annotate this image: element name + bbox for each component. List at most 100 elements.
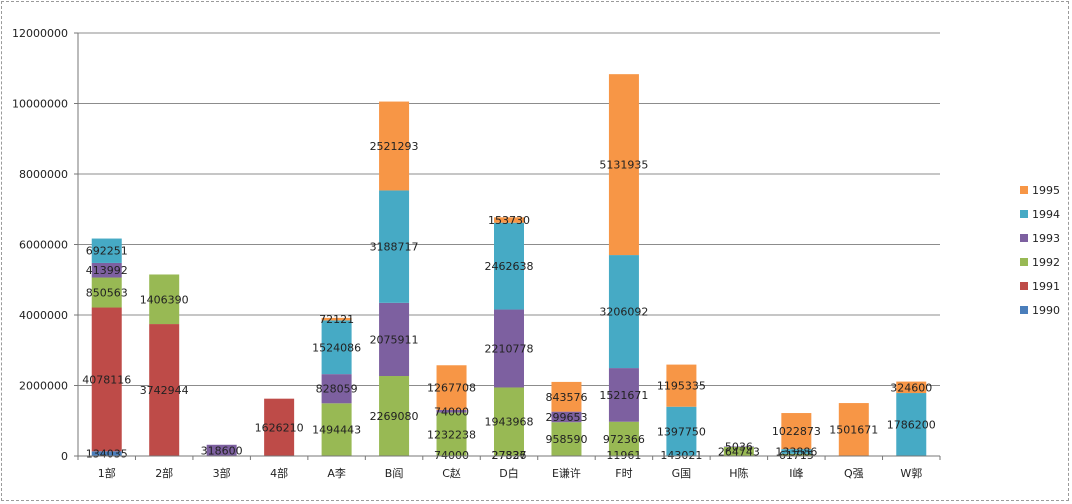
bar-segment-1991: [264, 398, 295, 456]
data-label: 1397750: [657, 425, 706, 438]
bar-segment-1993: [91, 262, 122, 278]
legend-label: 1992: [1032, 256, 1060, 269]
data-label: 1232238: [427, 428, 476, 441]
bars: [91, 74, 927, 456]
data-label: 2521293: [370, 140, 419, 153]
data-label: 72121: [319, 313, 354, 326]
data-label: 2462638: [485, 260, 534, 273]
bar-segment-1995: [838, 403, 869, 456]
x-tick-label: E谦许: [552, 467, 581, 480]
bar-segment-1995: [896, 381, 927, 394]
bar-segment-1994: [608, 255, 639, 369]
bar-segment-1995: [608, 74, 639, 256]
data-label: 3742944: [140, 384, 189, 397]
x-tick-label: W郭: [900, 467, 922, 480]
bar-segment-1992: [781, 453, 812, 456]
bar-segment-1991: [91, 307, 122, 452]
y-tick-label: 12000000: [12, 27, 68, 40]
data-label: 1521671: [599, 389, 648, 402]
bar-segment-1995: [551, 381, 582, 412]
legend-label: 1994: [1032, 208, 1060, 221]
bar-segment-1992: [379, 376, 410, 456]
bar-segment-1994: [781, 449, 812, 454]
x-tick-label: 4部: [270, 466, 288, 480]
data-label: 264743: [718, 445, 760, 458]
legend-swatch-1991: [1020, 282, 1028, 290]
x-tick-label: Q强: [844, 467, 864, 480]
data-label: 3188717: [370, 241, 419, 254]
x-tick-label: 1部: [98, 466, 116, 480]
data-label: 299653: [545, 411, 587, 424]
data-label: 828059: [316, 383, 358, 396]
data-label: 1022873: [772, 425, 821, 438]
bar-segment-1995: [379, 101, 410, 191]
x-tick-label: A李: [327, 466, 346, 480]
data-label: 2210778: [485, 343, 534, 356]
axes: 0 2000000 4000000 6000000 8000000 10000000 120…: [12, 27, 941, 480]
data-label: 413992: [86, 264, 128, 277]
x-tick-label: I峰: [789, 467, 803, 480]
bar-segment-1995: [321, 317, 352, 321]
y-tick-label: 10000000: [12, 98, 68, 111]
data-label: 134035: [86, 448, 128, 461]
bar-segment-1995: [781, 413, 812, 450]
legend-swatch-1995: [1020, 186, 1028, 194]
bar-segment-1993: [321, 374, 352, 404]
data-label: 61715: [779, 449, 814, 462]
data-label: 1195335: [657, 380, 706, 393]
bar-segment-1993: [551, 411, 582, 423]
data-label: 850563: [86, 287, 128, 300]
bar-segment-1994: [379, 190, 410, 303]
bar-segment-1992: [436, 412, 467, 456]
data-label: 972366: [603, 433, 645, 446]
legend-label: 1993: [1032, 232, 1060, 245]
bar-segment-1994: [896, 393, 927, 456]
x-tick-label: H陈: [729, 466, 748, 480]
bar-segment-1991: [149, 324, 180, 456]
x-tick-label: B阎: [385, 466, 404, 480]
data-label: 843576: [545, 391, 587, 404]
bar-segment-1992: [494, 387, 524, 456]
legend-swatch-1992: [1020, 258, 1028, 266]
y-tick-label: 8000000: [19, 168, 68, 181]
data-label: 324600: [890, 381, 932, 394]
bar-segment-1992: [608, 421, 639, 456]
bar-segment-1992: [321, 403, 352, 456]
y-tick-label: 4000000: [19, 309, 68, 322]
legend: 1995 1994 1993 1992 1991 1990: [1020, 184, 1060, 317]
data-label: 5131935: [599, 159, 648, 172]
data-label: 1943968: [485, 416, 534, 429]
bar-segment-1994: [494, 222, 524, 310]
bar-segment-1995: [666, 364, 697, 407]
data-label: 3206092: [599, 306, 648, 319]
x-tick-label: D白: [499, 466, 518, 480]
bar-segment-1992: [91, 277, 122, 308]
bar-segment-1990: [91, 451, 122, 456]
data-label: 2269080: [370, 410, 419, 423]
legend-label: 1995: [1032, 184, 1060, 197]
bar-segment-1994: [321, 320, 352, 375]
data-label: 1786200: [887, 419, 936, 432]
data-label: 4078116: [82, 373, 131, 386]
bar-segment-1993: [206, 444, 237, 456]
bar-segment-1995: [494, 217, 524, 223]
data-label: 2075911: [370, 333, 419, 346]
data-label: 692251: [86, 245, 128, 258]
bar-segment-1992: [551, 422, 582, 456]
y-tick-label: 0: [61, 450, 68, 463]
legend-label: 1991: [1032, 280, 1060, 293]
bar-segment-1993: [608, 368, 639, 422]
data-label: 1524086: [312, 341, 361, 354]
x-tick-label: G国: [672, 467, 692, 480]
data-label: 1406390: [140, 293, 189, 306]
y-tick-label: 6000000: [19, 239, 68, 252]
data-label: 318600: [201, 444, 243, 457]
bar-segment-1995: [436, 365, 467, 410]
bar-segment-1993: [723, 446, 754, 447]
data-label: 74000: [434, 405, 469, 418]
x-tick-label: F时: [615, 467, 632, 480]
x-tick-label: 2部: [155, 466, 173, 480]
data-label: 133886: [775, 445, 817, 458]
data-label: 958590: [545, 433, 587, 446]
data-label: 1494443: [312, 424, 361, 437]
